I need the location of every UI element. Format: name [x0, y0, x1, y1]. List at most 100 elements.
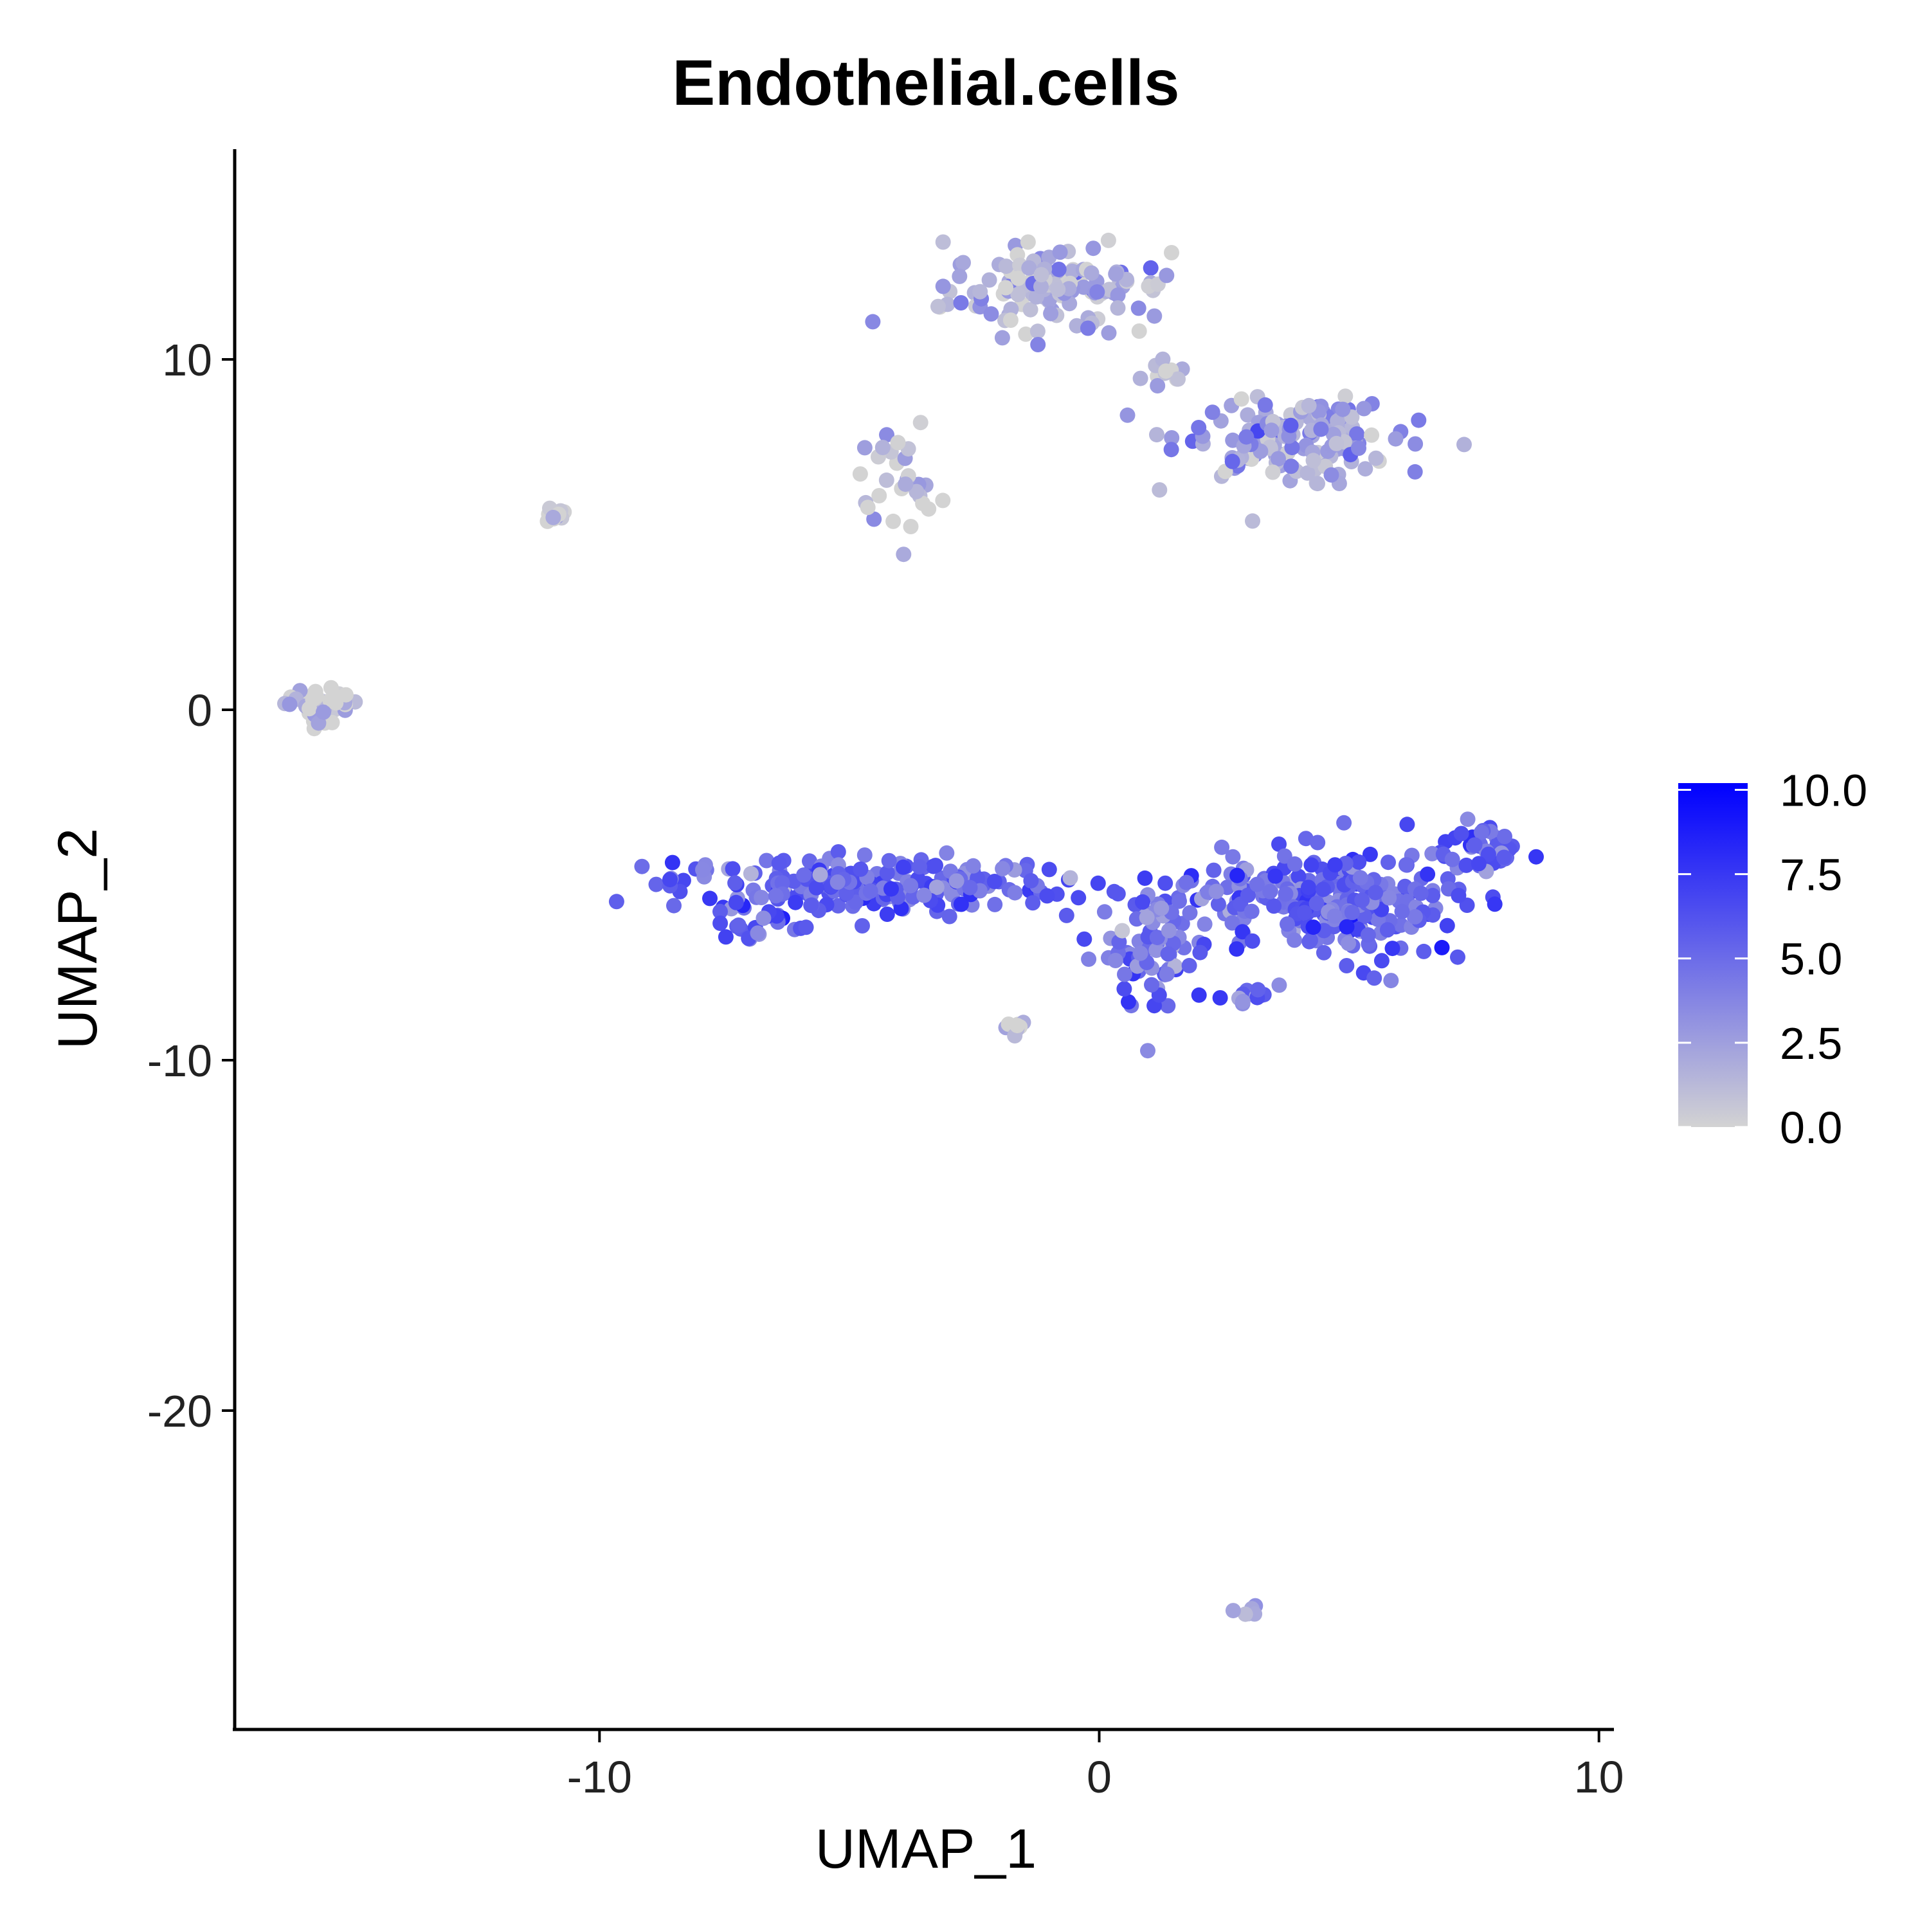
- cell-point: [1096, 904, 1112, 920]
- cell-point: [994, 330, 1010, 346]
- cell-point: [1267, 868, 1283, 884]
- cell-point: [874, 440, 891, 455]
- cell-point: [771, 855, 787, 871]
- legend-tick-label: 0.0: [1780, 1103, 1842, 1153]
- cell-point: [1328, 435, 1345, 451]
- cell-point: [1271, 977, 1287, 993]
- cell-point: [1354, 892, 1370, 908]
- cell-point: [1313, 421, 1329, 437]
- cell-point: [930, 298, 946, 314]
- cell-point: [1413, 885, 1429, 901]
- cell-point: [1300, 465, 1316, 481]
- cell-point: [928, 880, 945, 896]
- cell-point: [981, 272, 997, 288]
- cell-point: [1130, 300, 1146, 316]
- cell-point: [1263, 422, 1280, 438]
- cell-point: [666, 898, 682, 914]
- cell-point: [1076, 279, 1092, 295]
- cell-point: [1244, 933, 1260, 949]
- cell-point: [1160, 946, 1176, 962]
- legend-tick-label: 2.5: [1780, 1018, 1842, 1069]
- cell-point: [1381, 890, 1397, 906]
- cell-point: [1119, 407, 1136, 423]
- cell-point: [712, 903, 728, 919]
- cell-point: [802, 853, 817, 869]
- cell-point: [1271, 451, 1286, 467]
- cell-point: [1148, 943, 1164, 958]
- cell-point: [941, 908, 957, 925]
- cell-point: [935, 234, 951, 250]
- cell-point: [1033, 267, 1049, 283]
- cell-point: [1257, 397, 1273, 413]
- cell-point: [1132, 370, 1148, 386]
- legend-ticks: 10.0 7.5 5.0 2.5 0.0: [1678, 765, 1867, 1153]
- cell-point: [648, 876, 664, 892]
- cell-point: [1262, 883, 1278, 899]
- cell-point: [866, 511, 882, 527]
- cell-point: [896, 546, 912, 563]
- cell-point: [1298, 831, 1314, 847]
- cell-point: [1310, 476, 1325, 492]
- cell-point: [953, 896, 969, 912]
- cell-point: [1197, 916, 1213, 932]
- cell-point: [1453, 826, 1469, 842]
- cell-point: [1229, 941, 1245, 957]
- cell-point: [1398, 857, 1414, 873]
- legend-tick-label: 5.0: [1780, 934, 1842, 984]
- cell-point: [1497, 829, 1512, 844]
- y-axis-label: UMAP_2: [47, 828, 109, 1049]
- cell-point: [1364, 427, 1380, 443]
- cell-point: [328, 695, 344, 711]
- y-tick-label: -20: [147, 1386, 212, 1436]
- cell-point: [1271, 836, 1287, 852]
- cell-point: [750, 925, 766, 941]
- cell-point: [1135, 894, 1150, 910]
- cell-point: [953, 295, 969, 311]
- cell-point: [695, 862, 711, 878]
- cell-point: [1287, 932, 1303, 948]
- cell-point: [1460, 811, 1476, 827]
- cell-point: [1182, 905, 1198, 921]
- cell-point: [1061, 281, 1077, 297]
- cell-point: [1408, 436, 1424, 452]
- cell-point: [282, 696, 298, 712]
- cell-point: [743, 865, 759, 881]
- cell-point: [1344, 905, 1360, 921]
- cell-point: [1357, 461, 1373, 477]
- cell-point: [1351, 440, 1366, 456]
- cell-point: [1204, 404, 1220, 420]
- cell-point: [662, 872, 678, 888]
- cell-point: [955, 255, 971, 271]
- cell-point: [1351, 854, 1367, 870]
- cell-point: [1315, 881, 1331, 898]
- cell-point: [962, 880, 978, 896]
- cell-point: [1352, 870, 1368, 886]
- cell-point: [1381, 854, 1396, 871]
- y-tick-label: 0: [187, 685, 212, 736]
- cell-point: [1158, 363, 1174, 379]
- cell-point: [1117, 966, 1132, 982]
- cell-point: [1323, 467, 1339, 483]
- cell-point: [1335, 401, 1351, 417]
- cell-point: [885, 513, 901, 529]
- cell-point: [952, 268, 968, 284]
- cell-point: [1107, 953, 1123, 968]
- cell-point: [608, 894, 624, 910]
- cell-point: [856, 440, 873, 456]
- cell-point: [1023, 872, 1039, 889]
- cell-point: [1191, 987, 1207, 1003]
- cell-point: [664, 854, 680, 871]
- x-tick-label: 0: [1087, 1752, 1112, 1802]
- cell-point: [890, 435, 906, 451]
- cell-point: [1039, 888, 1055, 904]
- cell-point: [1041, 862, 1057, 878]
- cell-point: [1212, 990, 1228, 1006]
- cell-point: [1020, 234, 1036, 250]
- cell-point: [1152, 482, 1168, 498]
- cell-point: [1076, 931, 1092, 947]
- cell-point: [634, 858, 650, 874]
- cell-point: [1010, 270, 1026, 286]
- cell-point: [1411, 412, 1427, 428]
- cell-point: [1108, 266, 1124, 282]
- cell-point: [1471, 856, 1487, 872]
